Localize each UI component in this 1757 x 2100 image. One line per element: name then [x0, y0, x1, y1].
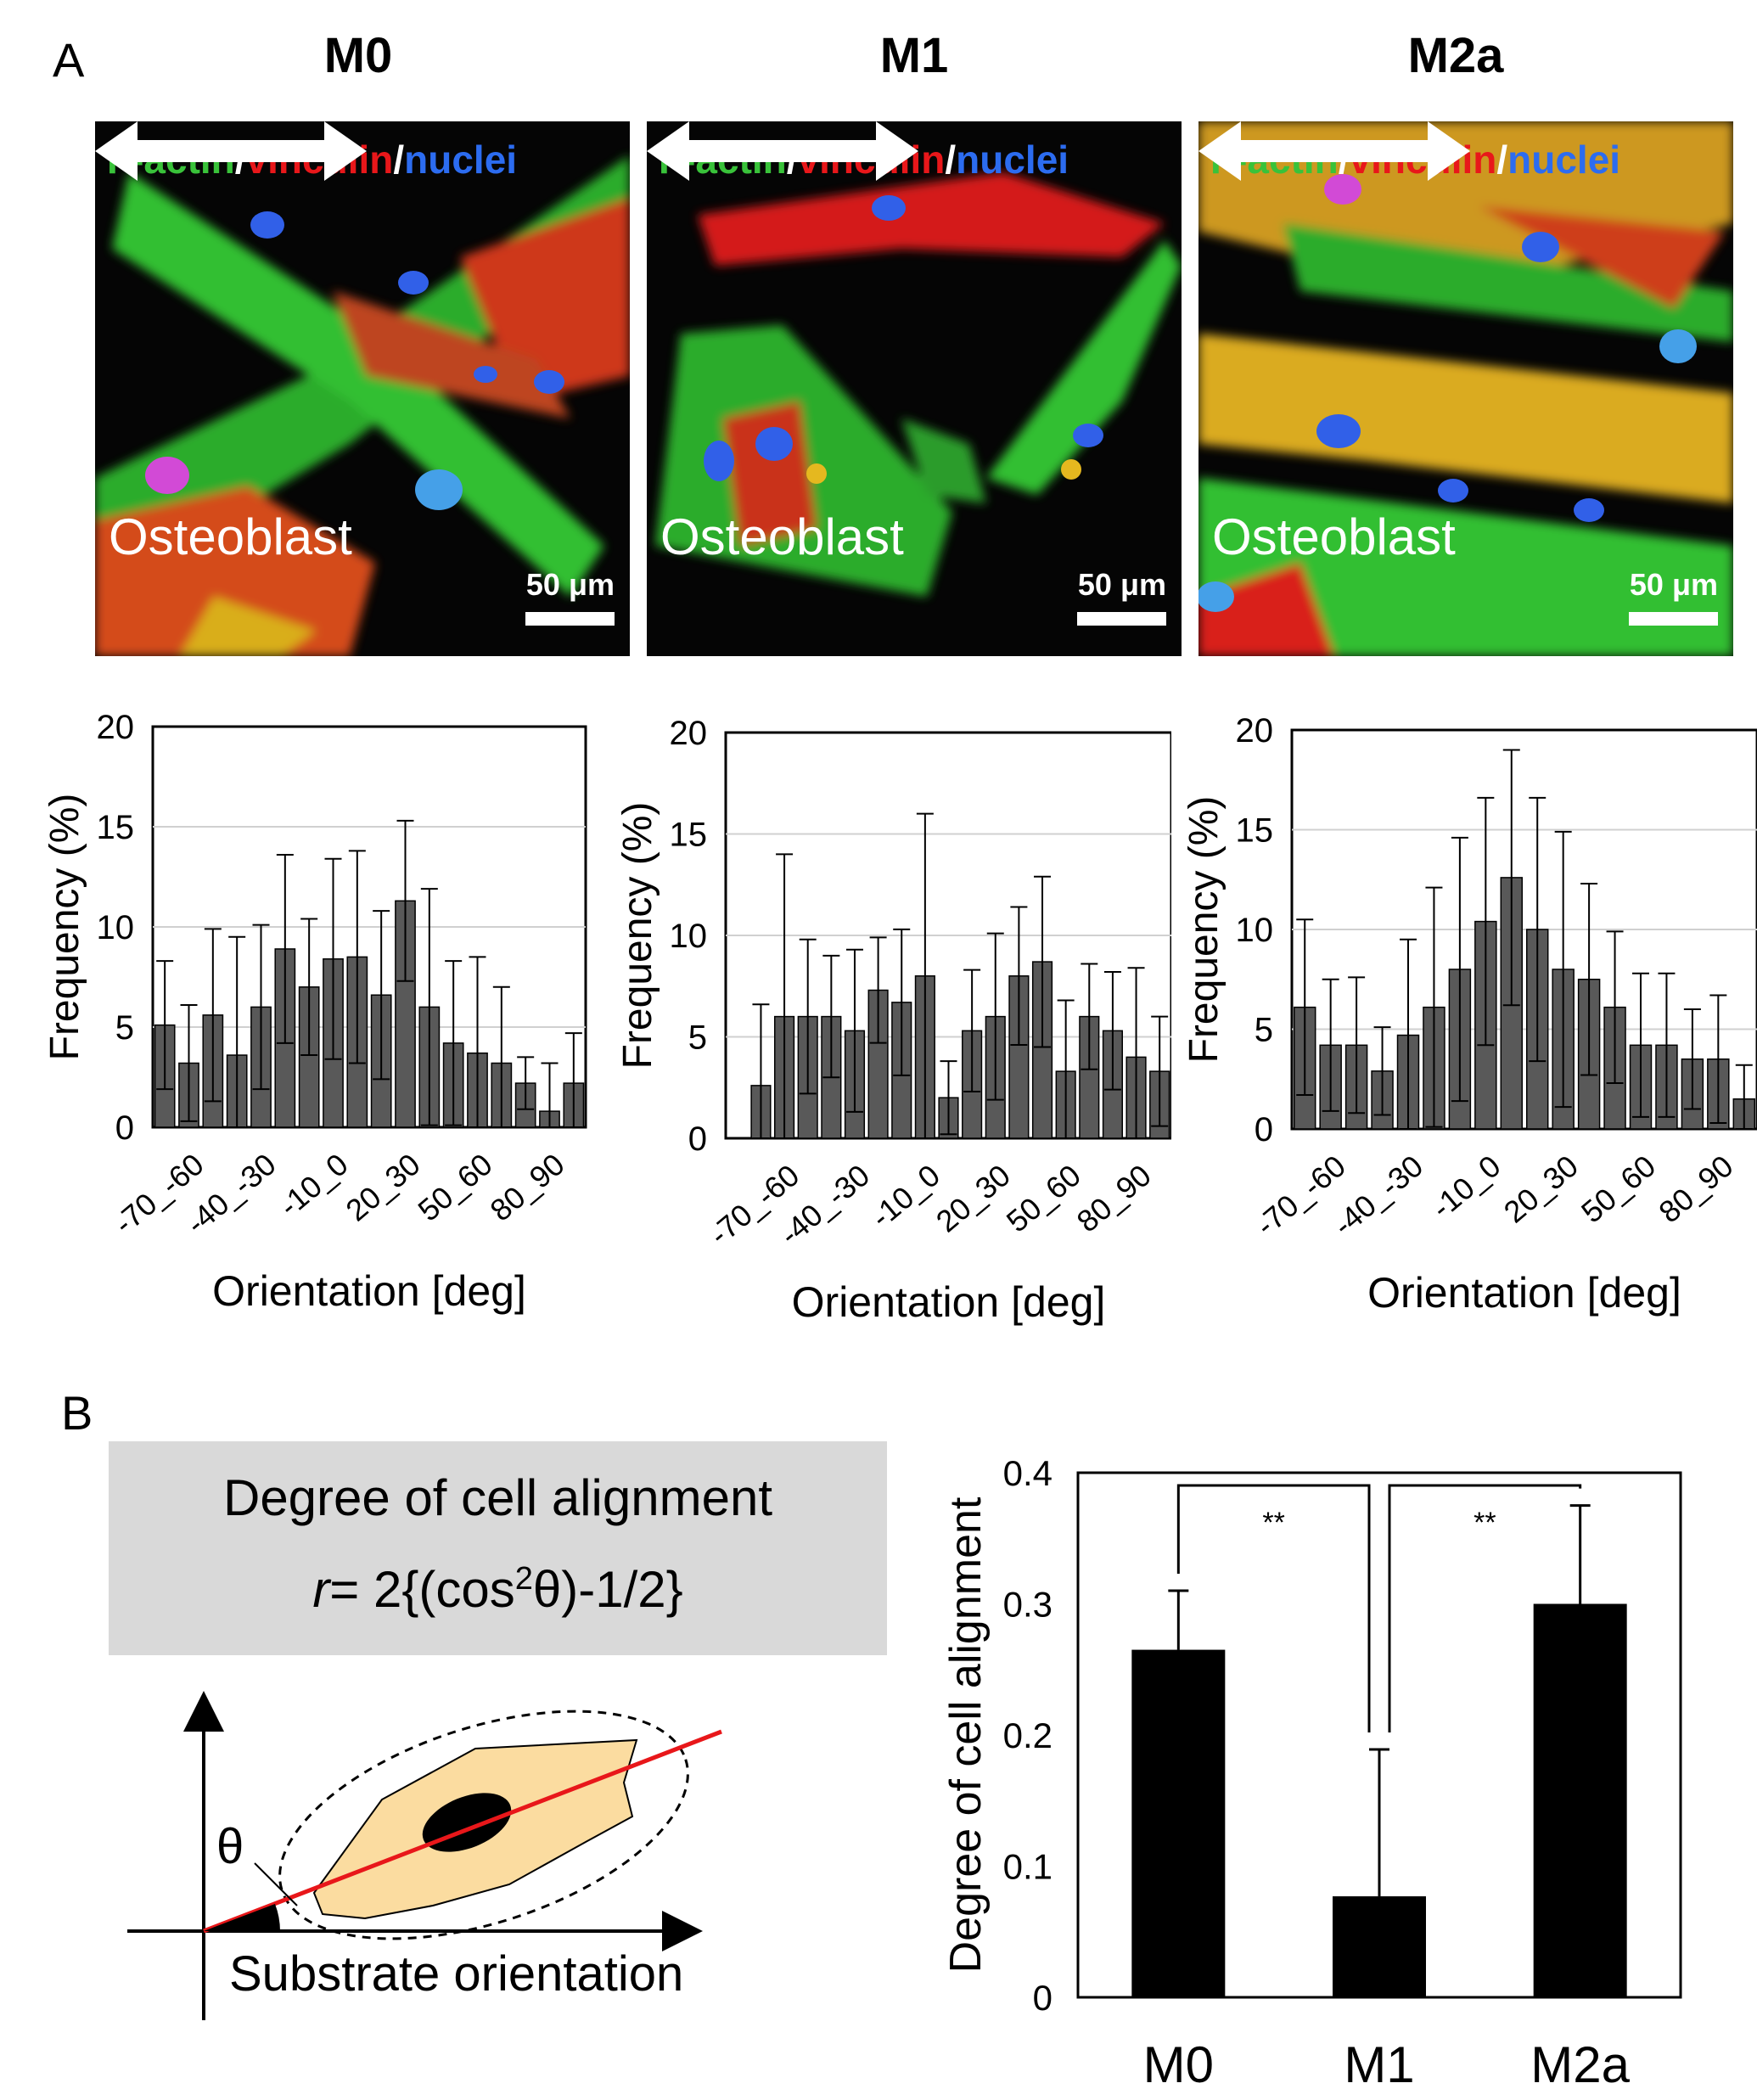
- y-tick-label: 0: [1033, 1978, 1053, 2018]
- category-label: M0: [1143, 2036, 1214, 2093]
- double-arrow-icon: [647, 121, 918, 181]
- y-tick-label: 20: [1236, 713, 1274, 750]
- micrograph-m1-artwork: [655, 172, 1182, 597]
- stain-separator: /: [1496, 138, 1508, 182]
- panel-a-letter: A: [53, 33, 85, 87]
- y-axis-label: Frequency (%): [1182, 796, 1227, 1064]
- category-label: M2a: [1530, 2036, 1630, 2093]
- stain-separator: /: [393, 138, 405, 182]
- formula-tail: θ)-1/2}: [532, 1561, 683, 1618]
- micrograph-m2a: F-actin/vinculin/nuclei Osteoblast 50 μm: [1198, 121, 1733, 656]
- significance-label: **: [1262, 1507, 1284, 1539]
- y-tick-label: 15: [670, 817, 708, 854]
- micrograph-m2a-artwork: [1198, 121, 1733, 656]
- x-tick-label: 20_30: [929, 1158, 1017, 1239]
- y-axis-label: Frequency (%): [615, 802, 660, 1070]
- significance-bracket: [1388, 1484, 1582, 1732]
- significance-label: **: [1474, 1507, 1496, 1539]
- alignment-bar: [1533, 1603, 1627, 1997]
- alignment-bar: [1131, 1649, 1226, 1997]
- x-tick-label: 50_60: [412, 1147, 499, 1228]
- y-tick-label: 0.2: [1003, 1715, 1053, 1755]
- substrate-orientation-label: Substrate orientation: [229, 1946, 683, 2002]
- x-tick-label: 50_60: [1000, 1158, 1087, 1239]
- x-tick-label: -10_0: [864, 1158, 946, 1235]
- y-tick-label: 20: [670, 715, 708, 752]
- y-tick-label: 10: [1236, 912, 1274, 949]
- formula-title: Degree of cell alignment: [222, 1469, 773, 1526]
- x-tick-label: -40_-30: [1327, 1148, 1429, 1243]
- scale-bar-label: 50 μm: [1077, 567, 1166, 602]
- histogram-m0: 05101520-70_-60-40_-30-10_020_3050_6080_…: [42, 713, 587, 1315]
- y-tick-label: 0: [688, 1120, 707, 1158]
- formula-superscript: 2: [514, 1561, 533, 1597]
- scale-bar: [1629, 612, 1718, 626]
- y-tick-label: 20: [97, 713, 135, 746]
- x-tick-label: 50_60: [1575, 1148, 1662, 1230]
- formula-expression: r= 2{(cos2θ)-1/2}: [109, 1560, 887, 1619]
- significance-bracket: [1176, 1484, 1371, 1732]
- micrograph-m0-artwork: [95, 155, 630, 656]
- condition-title-m0: M0: [323, 28, 393, 83]
- histogram-m2a: 05101520-70_-60-40_-30-10_020_3050_6080_…: [1182, 713, 1757, 1317]
- x-axis-label: Orientation [deg]: [792, 1278, 1106, 1326]
- cell-type-label: Osteoblast: [660, 508, 904, 565]
- scale-bar: [525, 612, 615, 626]
- formula-main: = 2{(cos: [329, 1561, 515, 1618]
- cell-type-label: Osteoblast: [109, 508, 352, 565]
- y-tick-label: 0.3: [1003, 1585, 1053, 1625]
- y-axis-label: Frequency (%): [42, 794, 87, 1061]
- stain-nuclei: nuclei: [956, 138, 1069, 182]
- alignment-bar: [1333, 1896, 1426, 1997]
- y-tick-label: 0: [1255, 1111, 1273, 1148]
- x-tick-label: 20_30: [1497, 1148, 1585, 1230]
- histogram-m1: 05101520-70_-60-40_-30-10_020_3050_6080_…: [615, 715, 1171, 1326]
- alignment-formula-box: Degree of cell alignment r= 2{(cos2θ)-1/…: [109, 1441, 887, 1655]
- stain-nuclei: nuclei: [404, 138, 518, 182]
- theta-leader-line: [254, 1862, 298, 1906]
- y-tick-label: 0.1: [1003, 1847, 1053, 1887]
- y-tick-label: 0.4: [1003, 1453, 1053, 1493]
- stain-nuclei: nuclei: [1507, 138, 1621, 182]
- x-tick-label: 80_90: [1070, 1158, 1158, 1239]
- y-tick-label: 10: [670, 918, 708, 955]
- scale-bar: [1077, 612, 1166, 626]
- micrograph-m1: F-actin/vinculin/nuclei Osteoblast 50 μm: [647, 121, 1182, 656]
- alignment-bar-chart: 0 0.1 0.2 0.3 0.4 M0 M1 M2a ** ** Degree of cell a…: [941, 1453, 1682, 2093]
- condition-title-m2a: M2a: [1407, 28, 1504, 83]
- x-axis-label: Orientation [deg]: [1367, 1269, 1681, 1317]
- x-tick-label: 80_90: [484, 1147, 571, 1228]
- double-arrow-icon: [1198, 121, 1470, 181]
- x-axis-label: Orientation [deg]: [212, 1267, 526, 1315]
- y-tick-label: 0: [115, 1109, 134, 1147]
- scale-bar-label: 50 μm: [1629, 567, 1718, 602]
- formula-variable: r: [312, 1561, 330, 1618]
- y-tick-label: 5: [1255, 1012, 1273, 1049]
- y-tick-label: 5: [115, 1009, 134, 1047]
- stain-separator: /: [945, 138, 957, 182]
- fitted-ellipse: [278, 1710, 689, 1940]
- y-tick-label: 15: [1236, 812, 1274, 850]
- double-arrow-icon: [95, 121, 367, 181]
- x-tick-label: -10_0: [1425, 1148, 1507, 1226]
- theta-angle-wedge: [204, 1904, 280, 1931]
- cell-type-label: Osteoblast: [1212, 508, 1456, 565]
- condition-title-m1: M1: [879, 28, 949, 83]
- y-tick-label: 15: [97, 809, 135, 846]
- y-tick-label: 10: [97, 909, 135, 946]
- x-tick-label: -10_0: [272, 1147, 355, 1224]
- scale-bar-label: 50 μm: [525, 567, 615, 602]
- theta-label: θ: [216, 1819, 244, 1874]
- x-tick-label: 20_30: [340, 1147, 427, 1228]
- y-tick-label: 5: [688, 1019, 707, 1057]
- micrograph-m0: F-actin/vinculin/nuclei Osteoblast 50 μm: [95, 121, 630, 656]
- x-tick-label: 80_90: [1652, 1148, 1739, 1230]
- panel-b-letter: B: [61, 1386, 93, 1440]
- category-label: M1: [1344, 2036, 1414, 2093]
- y-axis-label: Degree of cell alignment: [941, 1496, 991, 1973]
- cell-orientation-schematic: θ Substrate orientation: [127, 1691, 722, 2020]
